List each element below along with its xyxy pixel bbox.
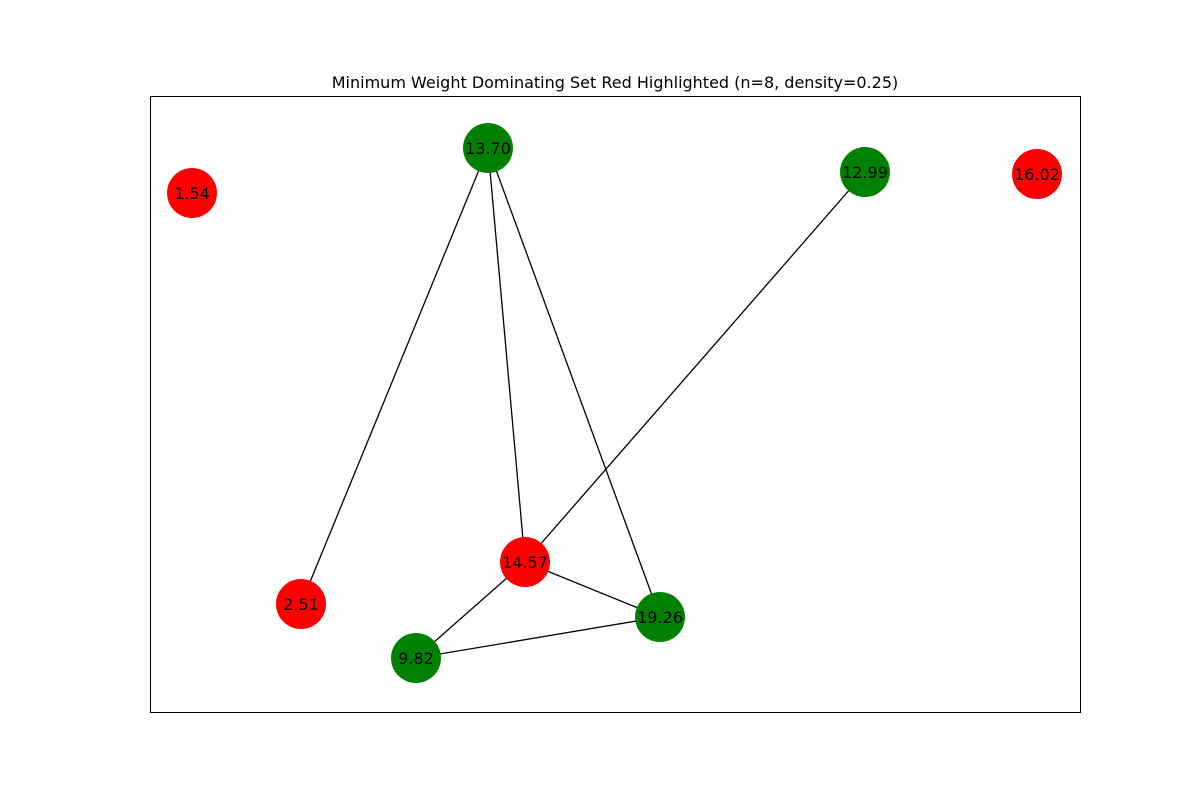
edges-layer — [300, 147, 866, 659]
edge-n2-n6 — [300, 147, 489, 605]
node-circle — [276, 579, 326, 629]
node-label: 13.70 — [465, 139, 511, 158]
edge-n8-n7 — [415, 616, 661, 659]
node-label: 9.82 — [398, 649, 434, 668]
edge-n2-n7 — [487, 147, 661, 618]
graph-node-n7: 19.26 — [635, 592, 685, 642]
node-circle — [167, 168, 217, 218]
node-label: 1.54 — [174, 184, 210, 203]
plot-frame — [150, 96, 1081, 713]
node-circle — [391, 633, 441, 683]
graph-node-n3: 12.99 — [840, 147, 890, 197]
edge-n2-n5 — [487, 147, 526, 563]
node-label: 2.51 — [283, 595, 319, 614]
figure-title: Minimum Weight Dominating Set Red Highli… — [332, 73, 899, 92]
node-circle — [635, 592, 685, 642]
node-circle — [500, 537, 550, 587]
graph-node-n2: 13.70 — [463, 123, 513, 173]
node-label: 19.26 — [637, 608, 683, 627]
graph-node-n8: 9.82 — [391, 633, 441, 683]
node-label: 12.99 — [842, 163, 888, 182]
graph-node-n4: 16.02 — [1012, 149, 1062, 199]
graph-node-n6: 2.51 — [276, 579, 326, 629]
graph-node-n5: 14.57 — [500, 537, 550, 587]
node-circle — [1012, 149, 1062, 199]
node-circle — [463, 123, 513, 173]
node-circle — [840, 147, 890, 197]
graph-node-n1: 1.54 — [167, 168, 217, 218]
edge-n3-n5 — [524, 171, 866, 563]
nodes-layer: 1.54 13.70 12.99 16.02 14.57 2.51 19.26 9.82 — [167, 123, 1062, 683]
node-label: 16.02 — [1014, 165, 1060, 184]
node-label: 14.57 — [502, 553, 548, 572]
